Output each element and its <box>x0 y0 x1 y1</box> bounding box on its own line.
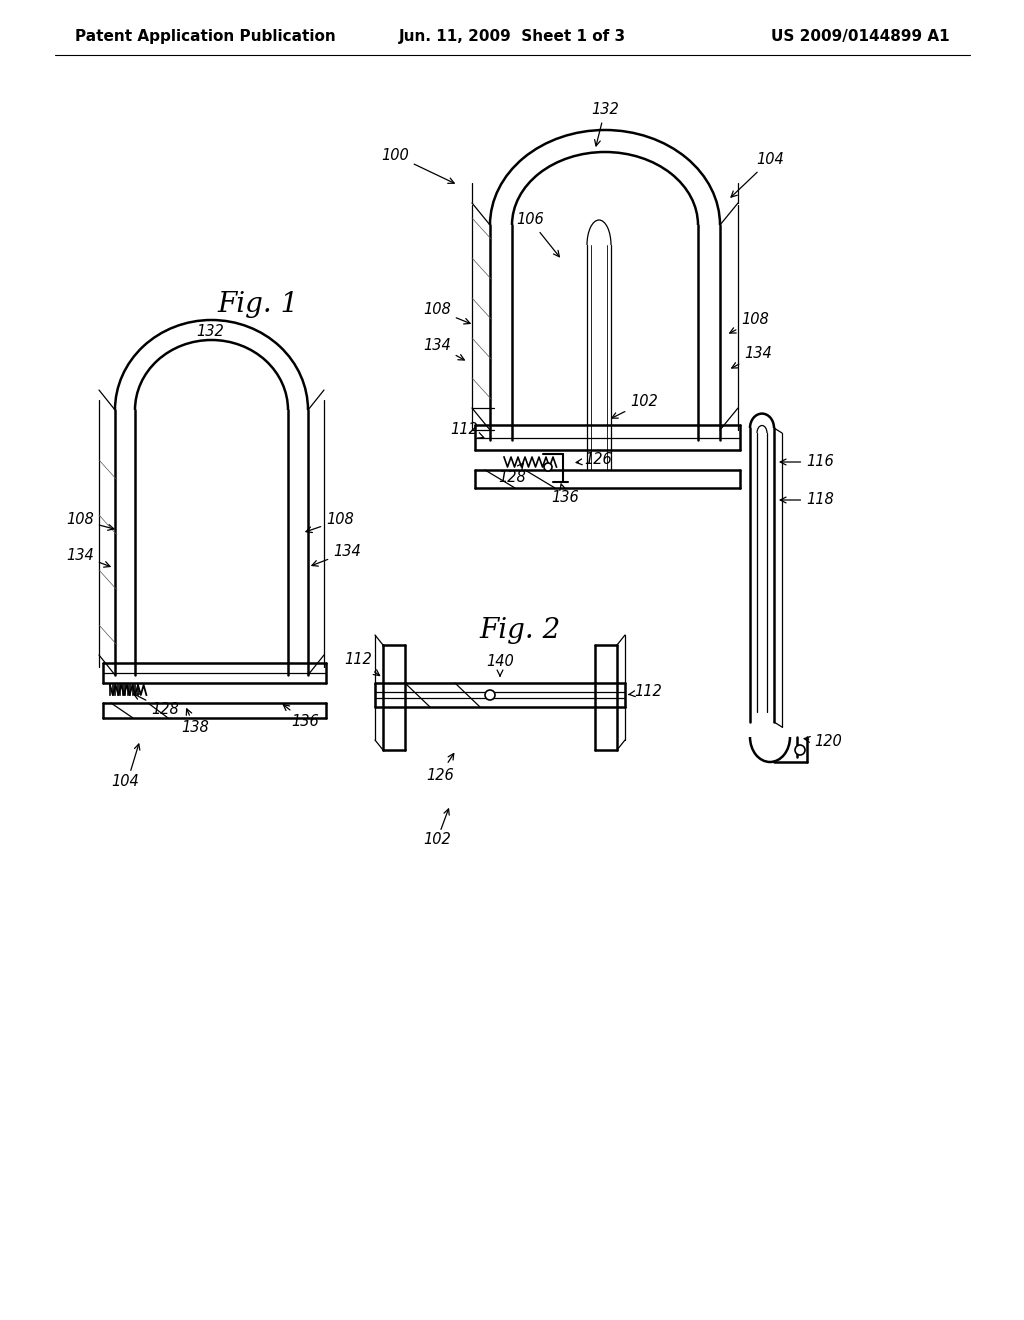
Circle shape <box>795 744 805 755</box>
Text: 108: 108 <box>730 313 769 333</box>
Text: 140: 140 <box>486 655 514 676</box>
Text: Patent Application Publication: Patent Application Publication <box>75 29 336 45</box>
Text: 120: 120 <box>804 734 842 750</box>
Text: 104: 104 <box>731 153 784 197</box>
Text: 134: 134 <box>732 346 772 368</box>
Text: 128: 128 <box>498 463 526 484</box>
Text: 112: 112 <box>344 652 380 676</box>
Text: 134: 134 <box>423 338 464 360</box>
Text: 126: 126 <box>577 453 612 467</box>
Text: 108: 108 <box>67 512 114 531</box>
Text: US 2009/0144899 A1: US 2009/0144899 A1 <box>771 29 950 45</box>
Text: 128: 128 <box>134 694 179 718</box>
Text: 132: 132 <box>591 103 618 147</box>
Text: 134: 134 <box>312 544 360 566</box>
Text: 138: 138 <box>181 709 209 735</box>
Text: 104: 104 <box>112 775 139 789</box>
Text: 136: 136 <box>284 705 318 730</box>
Circle shape <box>544 463 552 471</box>
Text: 100: 100 <box>381 148 455 183</box>
Text: 134: 134 <box>67 548 111 568</box>
Text: 136: 136 <box>551 484 579 506</box>
Text: 102: 102 <box>423 833 451 847</box>
Text: Fig. 2: Fig. 2 <box>479 616 560 644</box>
Text: 118: 118 <box>780 492 834 507</box>
Text: Jun. 11, 2009  Sheet 1 of 3: Jun. 11, 2009 Sheet 1 of 3 <box>398 29 626 45</box>
Text: 108: 108 <box>306 512 354 532</box>
Text: Fig. 1: Fig. 1 <box>217 292 299 318</box>
Circle shape <box>485 690 495 700</box>
Text: 112: 112 <box>451 422 483 438</box>
Text: 108: 108 <box>423 302 470 323</box>
Text: 132: 132 <box>197 325 224 339</box>
Text: 126: 126 <box>426 754 454 783</box>
Text: 112: 112 <box>629 685 662 700</box>
Text: 106: 106 <box>516 213 559 256</box>
Text: 102: 102 <box>611 395 657 418</box>
Text: 116: 116 <box>780 454 834 470</box>
